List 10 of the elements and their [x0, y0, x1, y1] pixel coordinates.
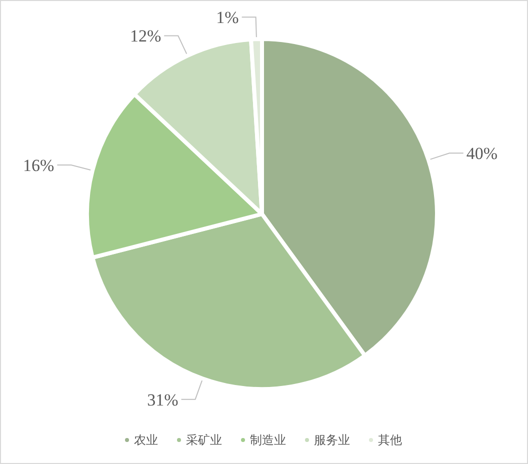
legend-label: 农业	[134, 433, 158, 447]
legend-label: 采矿业	[186, 433, 222, 447]
data-label: 16%	[23, 156, 54, 176]
legend-label: 其他	[378, 433, 402, 447]
data-label: 40%	[466, 144, 498, 164]
legend-label: 服务业	[314, 433, 350, 447]
data-label: 12%	[130, 26, 162, 46]
data-label: 31%	[147, 390, 178, 410]
legend-label: 制造业	[250, 433, 286, 447]
data-label: 1%	[216, 8, 239, 28]
